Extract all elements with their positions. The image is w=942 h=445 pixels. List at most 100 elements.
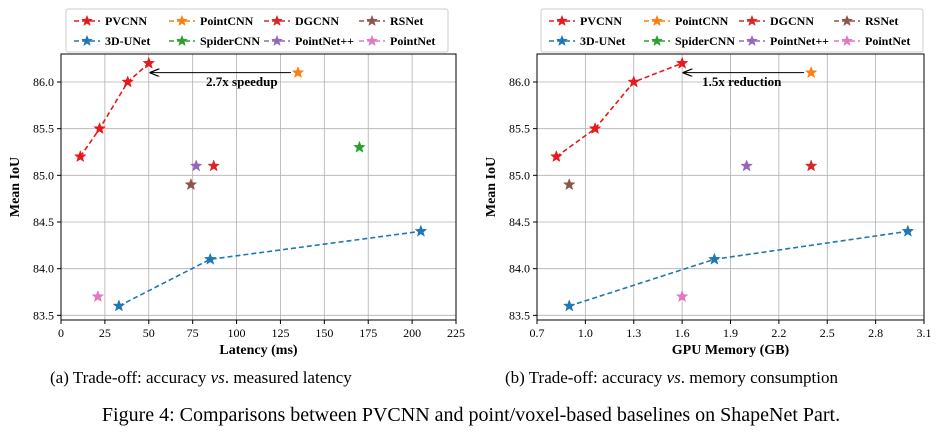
tick-label-y: 83.5 (509, 308, 530, 322)
legend-box (65, 8, 449, 53)
tick-label-y: 84.5 (509, 215, 530, 229)
data-point-3d-unet (901, 224, 915, 237)
tick-label-y: 83.5 (33, 308, 54, 322)
tick-label-x: 3.1 (917, 326, 932, 340)
series-dgcnn (207, 159, 221, 172)
series-3d-unet (562, 224, 915, 312)
legend-marker (81, 34, 93, 47)
legend-marker (366, 14, 378, 27)
series-pointnetplusplus (189, 159, 203, 172)
data-point-dgcnn (207, 159, 221, 172)
tick-label-x: 1.3 (626, 326, 641, 340)
data-point-pvcnn (73, 149, 87, 163)
data-point-pvcnn (549, 149, 563, 163)
figure-caption: Figure 4: Comparisons between PVCNN and … (101, 404, 841, 426)
y-axis-label: Mean IoU (8, 157, 23, 217)
data-point-pvcnn (121, 75, 135, 88)
data-point-3d-unet (707, 252, 721, 265)
subcaption-a: (a) Trade-off: accuracy vs. measured lat… (50, 368, 352, 387)
legend-item-rsnet: RSNet (359, 14, 423, 28)
data-point-rsnet (562, 177, 576, 191)
legend-marker (176, 14, 188, 27)
series-line-3d-unet (118, 230, 422, 307)
series-rsnet (184, 177, 198, 191)
x-axis-label: Latency (ms) (219, 343, 297, 358)
tick-label-x: 225 (447, 326, 465, 340)
legend-label: SpiderCNN (200, 34, 260, 48)
tick-label-x: 2.5 (820, 326, 835, 340)
series-pointnet (675, 289, 689, 303)
legend-item-pvcnn: PVCNN (74, 14, 147, 28)
tick-label-x: 125 (271, 326, 289, 340)
plot-frame (60, 53, 457, 321)
legend-marker (556, 34, 568, 47)
tick-label-y: 86.0 (509, 75, 530, 89)
tick-label-y: 86.0 (33, 75, 54, 89)
legend-marker (746, 14, 758, 27)
legend-box (540, 8, 924, 53)
tick-label-x: 1.9 (723, 326, 738, 340)
legend-item-dgcnn: DGCNN (739, 14, 814, 28)
tick-label-y: 85.0 (509, 168, 530, 182)
tick-label-y: 85.0 (33, 168, 54, 182)
legend-item-spidercnn: SpiderCNN (169, 34, 260, 48)
tick-label-x: 2.8 (868, 326, 883, 340)
data-point-pointnet (675, 289, 689, 303)
tick-label-x: 0.7 (530, 326, 545, 340)
legend-label: PointCNN (200, 14, 254, 28)
data-point-pvcnn (627, 75, 641, 88)
legend-label: PointNet (390, 34, 435, 48)
legend-label: PointNet++ (295, 34, 354, 48)
legend-label: DGCNN (295, 14, 339, 28)
series-pvcnn (549, 56, 689, 163)
tick-label-y: 84.0 (33, 262, 54, 276)
legend-marker (841, 34, 853, 47)
legend-label: 3D-UNet (105, 34, 150, 48)
subcaption-b: (b) Trade-off: accuracy vs. memory consu… (505, 368, 838, 387)
legend-label: DGCNN (770, 14, 814, 28)
tick-label-x: 0 (58, 326, 64, 340)
series-pointcnn (291, 65, 305, 79)
chart-a: 0 25 50 75 100 125 150 175 200 225 83.5 84.0 84.5 85.… (8, 8, 465, 358)
series-line-pvcnn (555, 62, 683, 158)
legend-item-spidercnn: SpiderCNN (644, 34, 735, 48)
legend-label: PointNet++ (770, 34, 829, 48)
legend-label: RSNet (865, 14, 898, 28)
data-point-rsnet (184, 177, 198, 191)
legend-item-pvcnn: PVCNN (549, 14, 622, 28)
legend-marker (176, 34, 188, 47)
tick-label-x: 175 (359, 326, 377, 340)
data-point-3d-unet (562, 299, 576, 312)
tick-label-y: 84.5 (33, 215, 54, 229)
legend-label: 3D-UNet (580, 34, 625, 48)
series-pvcnn (73, 56, 156, 163)
legend-item-rsnet: RSNet (834, 14, 898, 28)
legend-marker (746, 34, 758, 47)
legend-marker (841, 14, 853, 27)
data-point-pointnetplusplus (740, 159, 754, 172)
legend-marker (366, 34, 378, 47)
tick-label-x: 25 (99, 326, 111, 340)
annotation-text: 1.5x reduction (702, 74, 782, 89)
legend-label: PointCNN (675, 14, 729, 28)
tick-label-x: 75 (187, 326, 199, 340)
data-point-3d-unet (112, 299, 126, 312)
tick-label-x: 1.6 (675, 326, 690, 340)
legend-item-pointnetplusplus: PointNet++ (264, 34, 354, 48)
x-axis-label: GPU Memory (GB) (672, 343, 790, 358)
data-point-pointnet (91, 289, 105, 303)
legend-marker (271, 14, 283, 27)
tick-label-x: 200 (403, 326, 421, 340)
series-dgcnn (804, 159, 818, 172)
legend-item-pointnet: PointNet (359, 34, 435, 48)
chart-b: 0.7 1.0 1.3 1.6 1.9 2.2 2.5 2.8 3.1 83.5 84.0 84.5 8… (484, 8, 932, 358)
legend: PVCNN PointCNN DGCNN RSNet 3D-UNet SpiderCNN P… (540, 8, 924, 53)
y-axis-label: Mean IoU (484, 157, 499, 217)
data-point-spidercnn (353, 140, 366, 153)
tick-label-x: 50 (143, 326, 155, 340)
legend-item-pointnetplusplus: PointNet++ (739, 34, 829, 48)
series-line-pvcnn (79, 62, 150, 158)
data-point-pointcnn (291, 65, 305, 79)
tick-label-y: 85.5 (33, 122, 54, 136)
legend-item-pointcnn: PointCNN (644, 14, 729, 28)
